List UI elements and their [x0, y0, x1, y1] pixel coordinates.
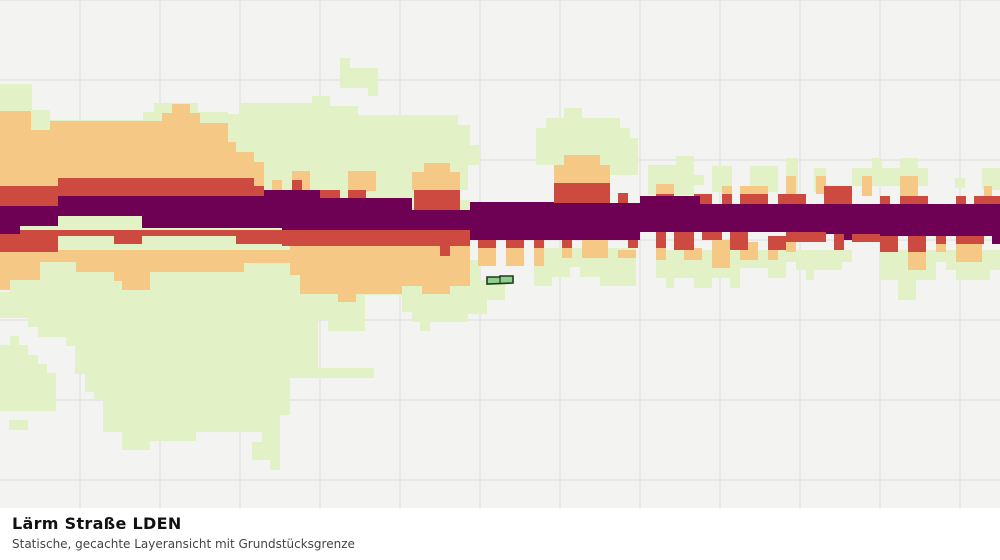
light-patch-g [955, 178, 965, 188]
orange-patch-d [478, 244, 496, 266]
orange-zone-west [0, 104, 264, 190]
orange-patch-s [786, 242, 796, 252]
light-patch-a [9, 420, 28, 430]
map-title: Lärm Straße LDEN [12, 514, 182, 533]
red-patch-d [414, 190, 460, 210]
orange-patch-u [862, 176, 872, 196]
light-patch-h [982, 168, 1000, 190]
orange-patch-v [900, 176, 918, 196]
parcel-boundary [486, 275, 514, 285]
red-patch-v [786, 230, 826, 242]
orange-zone-center-north [554, 155, 610, 185]
light-patch-b [340, 58, 378, 96]
noise-band-orange [0, 104, 992, 302]
red-zone-west-south [0, 230, 470, 256]
noise-map [0, 0, 1000, 508]
red-patch-j [618, 193, 628, 203]
core-road-band [0, 190, 1000, 244]
orange-patch-g [562, 244, 572, 258]
orange-patch-h [582, 240, 608, 258]
orange-patch-r [786, 176, 796, 194]
red-patch-a [292, 180, 302, 196]
map-view[interactable] [0, 0, 1000, 508]
orange-patch-c [272, 180, 282, 191]
red-patch-x [834, 230, 844, 250]
light-zone-center-south [534, 248, 636, 286]
noise-band-core [0, 190, 1000, 244]
orange-patch-w [908, 250, 926, 270]
red-patch-o [694, 194, 712, 204]
red-patch-c [348, 190, 366, 200]
orange-patch-j [656, 184, 674, 194]
orange-patch-m [712, 240, 730, 268]
orange-patch-o [740, 186, 768, 196]
red-patch-q [722, 194, 732, 204]
red-patch-n [674, 230, 694, 250]
orange-patch-e [506, 244, 524, 266]
red-patch-ae [956, 196, 966, 206]
red-west-upper-b [58, 178, 254, 190]
red-patch-w [824, 186, 852, 204]
light-zone-east-south [656, 250, 852, 288]
orange-patch-z [984, 186, 992, 196]
red-patch-ag [974, 196, 1000, 206]
orange-zone-south-west [0, 250, 300, 290]
red-patch-z [880, 196, 890, 206]
red-patch-ad [936, 230, 946, 244]
red-patch-p [702, 230, 722, 240]
orange-patch-f [534, 244, 544, 266]
orange-patch-x [936, 242, 946, 252]
orange-patch-b [348, 171, 376, 191]
red-patch-e [554, 183, 610, 203]
red-patch-s [740, 194, 768, 204]
orange-zone-mid-north [412, 163, 460, 190]
orange-patch-i [618, 250, 636, 258]
orange-zone-south-mid [290, 245, 470, 302]
orange-patch-t [816, 176, 826, 194]
red-patch-t [768, 236, 786, 250]
red-patch-b [320, 190, 340, 200]
map-grid [0, 0, 1000, 508]
map-caption: Lärm Straße LDEN Statische, gecachte Lay… [0, 508, 1000, 560]
light-patch-c [712, 166, 732, 192]
red-patch-ab [900, 196, 928, 206]
red-patch-u [778, 194, 806, 204]
orange-patch-y [956, 242, 982, 262]
orange-patch-k [656, 248, 666, 260]
light-zone-sw [0, 336, 56, 411]
red-patch-r [730, 230, 748, 250]
red-patch-m [656, 230, 666, 248]
orange-patch-n [722, 186, 732, 196]
orange-patch-l [684, 248, 702, 260]
orange-patch-q [768, 250, 778, 260]
map-subtitle: Statische, gecachte Layeransicht mit Gru… [12, 537, 355, 551]
